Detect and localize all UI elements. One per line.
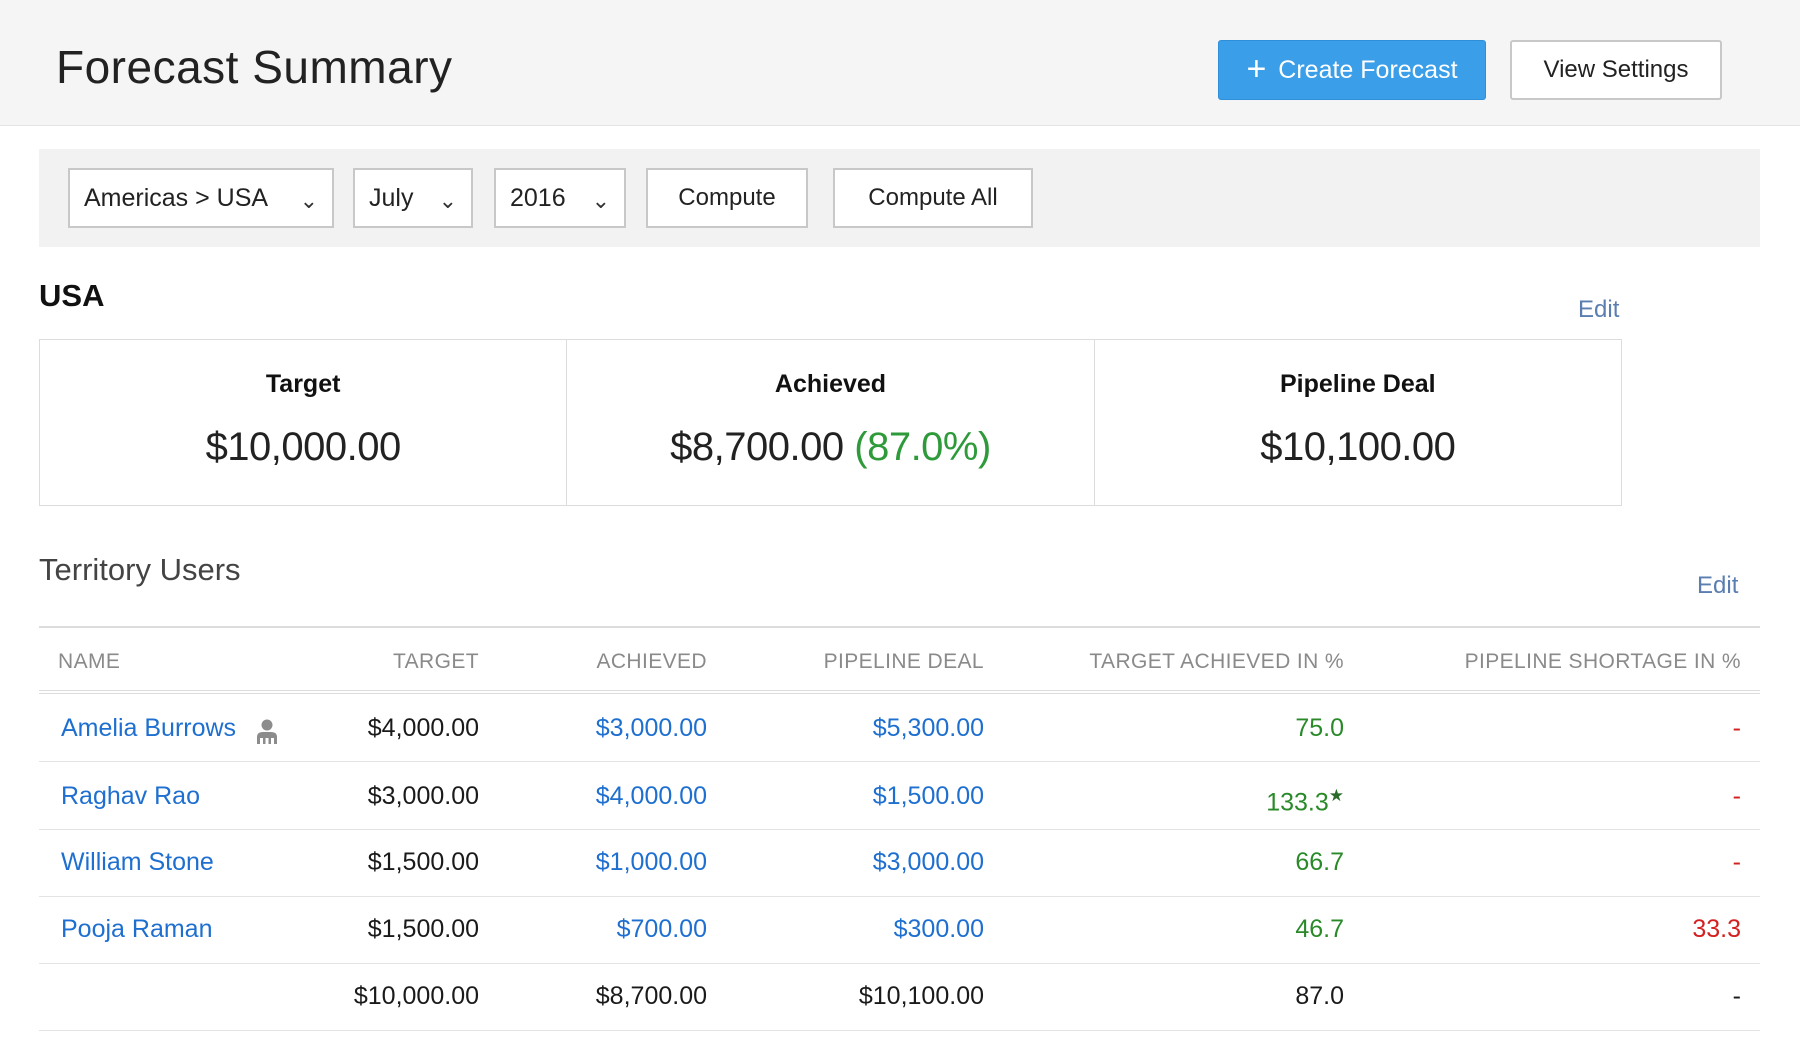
user-name-link[interactable]: Amelia Burrows bbox=[61, 714, 237, 742]
total-shortage-pct: - bbox=[1732, 982, 1741, 1010]
compute-all-button[interactable]: Compute All bbox=[833, 168, 1033, 228]
create-forecast-button[interactable]: + Create Forecast bbox=[1218, 40, 1486, 100]
column-header-target: TARGET bbox=[392, 650, 479, 673]
user-achieved-link[interactable]: $3,000.00 bbox=[595, 714, 707, 742]
territory-users-table: NAME TARGET ACHIEVED PIPELINE DEAL TARGE… bbox=[39, 626, 1760, 1031]
total-achieved: $8,700.00 bbox=[595, 982, 707, 1010]
column-header-pipeline: PIPELINE DEAL bbox=[823, 650, 984, 673]
total-achieved-pct: 87.0 bbox=[1295, 982, 1344, 1010]
user-shortage-pct: - bbox=[1732, 782, 1741, 810]
user-target: $1,500.00 bbox=[367, 848, 479, 876]
user-group-icon bbox=[257, 719, 277, 744]
month-select-value: July bbox=[369, 183, 414, 212]
user-name-link[interactable]: Raghav Rao bbox=[61, 782, 200, 810]
user-pipeline-link[interactable]: $3,000.00 bbox=[872, 848, 984, 876]
achieved-card-percent: (87.0%) bbox=[854, 425, 991, 469]
user-achieved-pct: 133.3 bbox=[1266, 788, 1329, 817]
compute-button[interactable]: Compute bbox=[646, 168, 808, 228]
table-row: Pooja Raman $1,500.00 $700.00 $300.00 46… bbox=[39, 897, 1760, 964]
user-name-link[interactable]: Pooja Raman bbox=[61, 915, 213, 943]
user-shortage-pct: 33.3 bbox=[1692, 915, 1741, 943]
summary-title: USA bbox=[39, 278, 105, 313]
territory-select[interactable]: Americas > USA ⌄ bbox=[68, 168, 334, 228]
summary-cards: Target $10,000.00 Achieved $8,700.00 (87… bbox=[39, 339, 1622, 506]
page-title: Forecast Summary bbox=[56, 41, 453, 93]
user-pipeline-link[interactable]: $300.00 bbox=[893, 915, 984, 943]
table-row: Amelia Burrows $4,000.00 $3,000.00 $5,30… bbox=[39, 694, 1760, 762]
column-header-name: NAME bbox=[58, 650, 121, 673]
user-pipeline-link[interactable]: $1,500.00 bbox=[872, 782, 984, 810]
user-pipeline-link[interactable]: $5,300.00 bbox=[872, 714, 984, 742]
achieved-card-label: Achieved bbox=[774, 370, 887, 398]
plus-icon: + bbox=[1246, 49, 1267, 88]
territory-users-edit-link[interactable]: Edit bbox=[1697, 572, 1739, 599]
column-header-pipeline-shortage-pct: PIPELINE SHORTAGE IN % bbox=[1464, 650, 1741, 673]
user-target: $4,000.00 bbox=[367, 714, 479, 742]
star-icon: ★ bbox=[1328, 786, 1344, 805]
year-select-value: 2016 bbox=[510, 183, 566, 212]
territory-select-value: Americas > USA bbox=[84, 183, 269, 212]
filter-bar: Americas > USA ⌄ July ⌄ 2016 ⌄ Compute C… bbox=[39, 149, 1760, 247]
chevron-down-icon: ⌄ bbox=[299, 188, 318, 213]
user-achieved-pct: 66.7 bbox=[1295, 848, 1344, 876]
target-card-value: $10,000.00 bbox=[205, 425, 402, 469]
user-target: $3,000.00 bbox=[367, 782, 479, 810]
create-forecast-label: Create Forecast bbox=[1278, 55, 1458, 84]
achieved-card: Achieved $8,700.00 (87.0%) bbox=[567, 340, 1095, 505]
user-achieved-link[interactable]: $4,000.00 bbox=[595, 782, 707, 810]
table-header: NAME TARGET ACHIEVED PIPELINE DEAL TARGE… bbox=[39, 628, 1760, 694]
summary-edit-link[interactable]: Edit bbox=[1578, 296, 1620, 323]
user-achieved-pct: 46.7 bbox=[1295, 915, 1344, 943]
table-row: William Stone $1,500.00 $1,000.00 $3,000… bbox=[39, 830, 1760, 897]
chevron-down-icon: ⌄ bbox=[591, 188, 610, 213]
view-settings-button[interactable]: View Settings bbox=[1510, 40, 1722, 100]
user-name-link[interactable]: William Stone bbox=[61, 848, 214, 876]
table-totals-row: $10,000.00 $8,700.00 $10,100.00 87.0 - bbox=[39, 964, 1760, 1031]
user-shortage-pct: - bbox=[1732, 848, 1741, 876]
pipeline-card-label: Pipeline Deal bbox=[1280, 370, 1436, 398]
column-header-target-achieved-pct: TARGET ACHIEVED IN % bbox=[1089, 650, 1344, 673]
target-card: Target $10,000.00 bbox=[40, 340, 568, 505]
year-select[interactable]: 2016 ⌄ bbox=[494, 168, 626, 228]
user-achieved-pct-wrap: 133.3★ bbox=[1266, 786, 1344, 817]
column-header-achieved: ACHIEVED bbox=[596, 650, 707, 673]
total-target: $10,000.00 bbox=[353, 982, 479, 1010]
month-select[interactable]: July ⌄ bbox=[353, 168, 473, 228]
achieved-card-value: $8,700.00 bbox=[670, 425, 844, 469]
table-row: Raghav Rao $3,000.00 $4,000.00 $1,500.00… bbox=[39, 762, 1760, 830]
pipeline-card: Pipeline Deal $10,100.00 bbox=[1095, 340, 1621, 505]
achieved-card-value-wrap: $8,700.00 (87.0%) bbox=[567, 425, 1093, 470]
target-card-label: Target bbox=[265, 370, 341, 398]
user-target: $1,500.00 bbox=[367, 915, 479, 943]
user-achieved-link[interactable]: $1,000.00 bbox=[595, 848, 707, 876]
territory-users-title: Territory Users bbox=[39, 552, 241, 587]
pipeline-card-value: $10,100.00 bbox=[1260, 425, 1456, 469]
page-header: Forecast Summary + Create Forecast View … bbox=[0, 0, 1800, 126]
user-achieved-link[interactable]: $700.00 bbox=[616, 915, 707, 943]
total-pipeline: $10,100.00 bbox=[858, 982, 984, 1010]
chevron-down-icon: ⌄ bbox=[438, 188, 457, 213]
user-achieved-pct: 75.0 bbox=[1295, 714, 1344, 742]
user-shortage-pct: - bbox=[1732, 714, 1741, 742]
